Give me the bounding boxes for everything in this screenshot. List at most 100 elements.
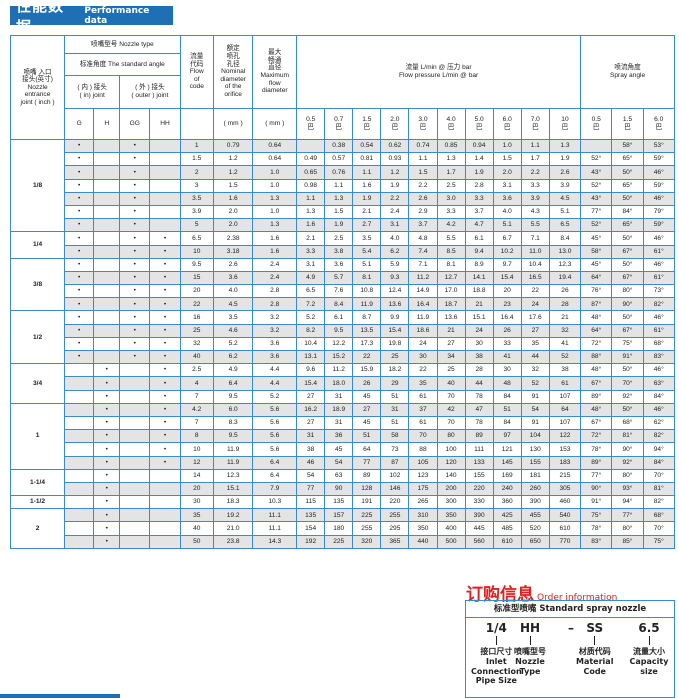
flow-cell: 191 xyxy=(352,495,382,510)
joint-size-2: 2 xyxy=(9,508,66,549)
max-flow-diameter-cell: 2.4 xyxy=(252,257,298,272)
header-line: of xyxy=(194,75,200,83)
flow-cell: 18.0 xyxy=(324,376,354,391)
flow-cell: 350 xyxy=(436,508,466,523)
joint-g-cell: • xyxy=(64,323,95,338)
flow-cell: 133 xyxy=(464,455,494,470)
flow-cell: 2.7 xyxy=(352,218,382,233)
joint-h-cell: • xyxy=(93,521,121,536)
flow-cell: 13.6 xyxy=(436,310,466,325)
joint-g-cell xyxy=(64,455,95,470)
flow-cell: 107 xyxy=(548,415,582,431)
spray-angle-cell: 91° xyxy=(580,495,613,510)
header-nominal-unit: ( mm ) xyxy=(212,108,254,140)
joint-h-cell: • xyxy=(93,415,121,431)
spray-angle-cell: 52° xyxy=(580,218,613,233)
flow-cell: 64 xyxy=(352,442,382,457)
bar-unit: 巴 xyxy=(419,124,427,131)
joint-size-1-1/4: 1-1/4 xyxy=(9,468,66,497)
flow-cell: 21 xyxy=(548,310,582,325)
flow-cell: 27 xyxy=(296,415,326,431)
flow-cell: 24 xyxy=(520,297,550,312)
flow-cell: 540 xyxy=(548,508,582,523)
nominal-diameter-cell: 5.2 xyxy=(212,336,254,352)
flow-cell: 51 xyxy=(380,415,410,431)
pressure-value: 0.5 xyxy=(306,116,316,124)
flow-cell: 61 xyxy=(408,415,438,431)
joint-g-cell: • xyxy=(64,244,95,259)
nominal-diameter-cell: 1.5 xyxy=(212,178,254,193)
joint-hh-cell: • xyxy=(149,429,181,444)
joint-size-3/4: 3/4 xyxy=(9,363,66,404)
flow-cell: 5.7 xyxy=(324,270,354,286)
max-flow-diameter-cell: 1.0 xyxy=(252,204,298,220)
nominal-diameter-cell: 6.4 xyxy=(212,376,254,391)
header-pressure: 5.0 巴 xyxy=(464,108,494,140)
flow-cell: 3.6 xyxy=(324,257,354,272)
header-line: 畅通 xyxy=(268,56,282,64)
joint-h-cell xyxy=(93,244,121,259)
flow-cell: 84 xyxy=(492,389,522,404)
flow-cell: 425 xyxy=(492,508,522,523)
spray-angle-cell: 84° xyxy=(642,455,676,470)
flow-cell: 390 xyxy=(464,508,494,523)
max-flow-diameter-cell: 1.0 xyxy=(252,165,298,180)
nominal-diameter-cell: 4.6 xyxy=(212,323,254,338)
joint-hh-cell: • xyxy=(149,270,181,286)
spray-angle-cell: 72° xyxy=(580,336,613,352)
max-flow-diameter-cell: 3.6 xyxy=(252,336,298,352)
flow-cell: 100 xyxy=(436,442,466,457)
order-label-zh: 材质代码 xyxy=(578,647,611,657)
flow-cell: 255 xyxy=(380,508,410,523)
flow-cell: 400 xyxy=(436,521,466,536)
order-label-en: Nozzle xyxy=(515,656,545,666)
max-flow-diameter-cell: 5.6 xyxy=(252,442,298,457)
joint-gg-cell xyxy=(119,376,151,391)
joint-h-cell: • xyxy=(93,442,121,457)
header-spray-angle: 喷流角度 Spray angle xyxy=(580,35,675,109)
nominal-diameter-cell: 6.2 xyxy=(212,349,254,365)
flow-cell: 5.1 xyxy=(492,218,522,233)
flow-code-cell: 8 xyxy=(179,429,214,444)
flow-cell: 121 xyxy=(492,442,522,457)
flow-cell: 26 xyxy=(352,376,382,391)
flow-cell: 90 xyxy=(324,481,354,497)
flow-cell: 14.1 xyxy=(464,270,494,286)
joint-hh-cell xyxy=(149,138,181,154)
joint-h-cell: • xyxy=(93,389,121,404)
flow-cell: 18.8 xyxy=(464,284,494,299)
flow-cell: 1.2 xyxy=(380,165,410,180)
joint-hh-cell: • xyxy=(149,363,181,378)
max-flow-diameter-cell: 3.2 xyxy=(252,310,298,325)
pressure-value: 0.5 xyxy=(591,116,601,124)
flow-cell: 5.5 xyxy=(436,231,466,246)
flow-cell: 154 xyxy=(296,521,326,536)
spray-angle-cell: 83° xyxy=(642,349,676,365)
flow-code-cell: 6.5 xyxy=(179,231,214,246)
flow-cell: 26 xyxy=(548,284,582,299)
nominal-diameter-cell: 3.18 xyxy=(212,244,254,259)
header-line: Maximum xyxy=(260,72,290,79)
table-row: • • • 15 3.6 2.4 4.9 5.7 8.1 9.3 11.2 12.7 14.1 15.4 1… xyxy=(11,270,676,286)
joint-hh-cell: • xyxy=(149,310,181,325)
flow-cell: 31 xyxy=(296,429,326,444)
order-label-en: Type xyxy=(519,666,541,676)
order-label-en: Material xyxy=(576,656,614,666)
joint-hh-cell: • xyxy=(149,402,181,417)
flow-cell: 146 xyxy=(380,481,410,497)
flow-cell: 102 xyxy=(380,468,410,483)
joint-g-cell xyxy=(64,429,95,444)
spray-angle-cell: 81° xyxy=(611,429,644,444)
header-line: ( in) joint xyxy=(79,92,105,99)
flow-cell: 4.9 xyxy=(296,270,326,286)
joint-g-cell xyxy=(64,415,95,431)
flow-cell: 23 xyxy=(492,297,522,312)
flow-cell: 27 xyxy=(352,402,382,417)
header-in-joint: ( 内 ) 接头( in) joint xyxy=(64,75,121,109)
joint-gg-cell: • xyxy=(119,244,151,259)
flow-cell: 1.3 xyxy=(548,138,582,154)
max-flow-diameter-cell: 1.3 xyxy=(252,191,298,206)
flow-cell: 12.7 xyxy=(436,270,466,286)
spray-angle-cell: 45° xyxy=(580,231,613,246)
flow-cell: 9.4 xyxy=(464,244,494,259)
